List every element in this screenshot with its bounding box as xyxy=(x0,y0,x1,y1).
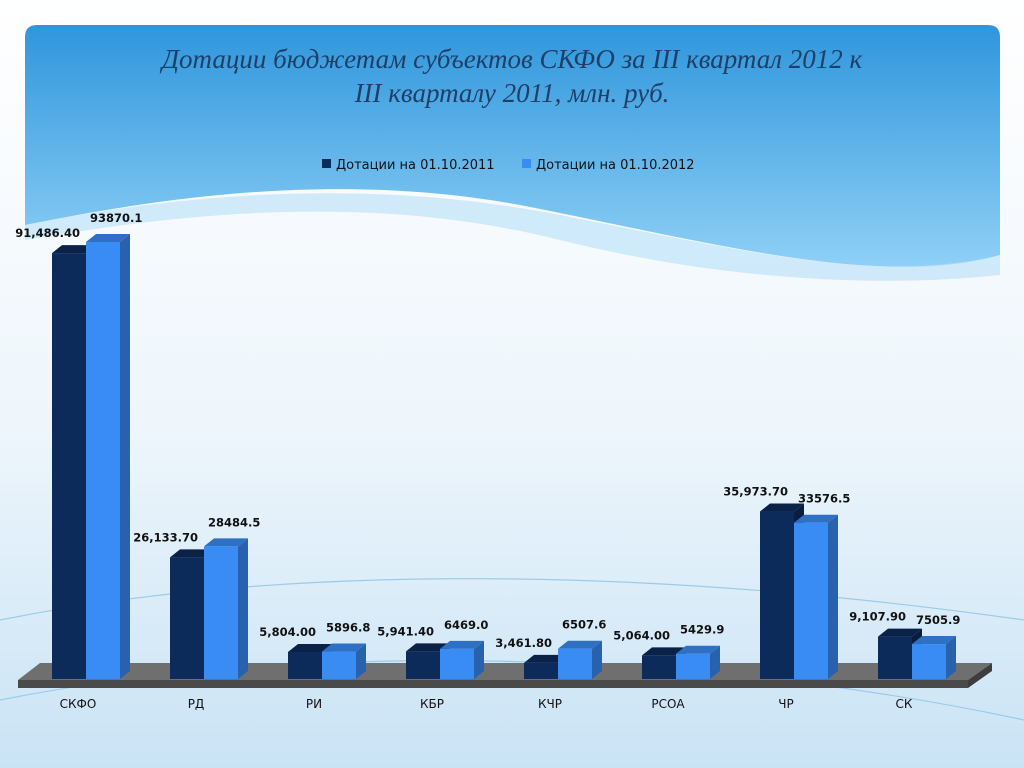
banner xyxy=(25,25,1000,267)
bar-top xyxy=(52,245,96,254)
data-label: 6469.0 xyxy=(444,618,488,632)
bar-side xyxy=(356,643,366,679)
data-label: 7505.9 xyxy=(916,613,960,627)
bar-top xyxy=(170,549,214,558)
data-label: 91,486.40 xyxy=(15,226,80,240)
bar xyxy=(760,511,794,679)
bar xyxy=(52,253,86,680)
legend-swatch xyxy=(322,159,331,168)
bar-top xyxy=(794,514,838,523)
bar-top xyxy=(642,647,686,656)
bar-top xyxy=(676,645,720,654)
bar-top xyxy=(878,628,922,637)
bar xyxy=(642,655,676,679)
bar xyxy=(322,651,356,679)
bar xyxy=(440,648,474,679)
data-label: 33576.5 xyxy=(798,492,850,506)
bar xyxy=(170,557,204,679)
x-tick-label: СК xyxy=(896,697,913,711)
bar xyxy=(676,653,710,679)
bar-top xyxy=(204,538,248,547)
data-label: 5429.9 xyxy=(680,623,724,637)
data-label: 6507.6 xyxy=(562,618,606,632)
bar xyxy=(524,662,558,679)
data-label: 3,461.80 xyxy=(495,636,552,650)
bar-side xyxy=(946,636,956,679)
legend-swatch xyxy=(522,159,531,168)
legend-label: Дотации на 01.10.2012 xyxy=(536,158,695,173)
data-label: 35,973.70 xyxy=(723,485,788,499)
bar xyxy=(878,636,912,679)
data-label: 9,107.90 xyxy=(849,610,906,624)
floor-side xyxy=(968,663,992,688)
x-tick-label: КЧР xyxy=(538,697,562,711)
x-tick-label: РИ xyxy=(306,697,322,711)
bar-side xyxy=(710,645,720,679)
bar xyxy=(204,546,238,679)
bar xyxy=(406,651,440,679)
floor-top xyxy=(18,663,992,680)
legend-label: Дотации на 01.10.2011 xyxy=(336,158,495,173)
bar xyxy=(794,522,828,679)
data-label: 93870.1 xyxy=(90,211,142,225)
data-label: 5,941.40 xyxy=(377,624,434,638)
bar xyxy=(912,644,946,679)
bar-top xyxy=(558,640,602,649)
bar-top xyxy=(912,636,956,645)
bar xyxy=(86,242,120,679)
x-tick-label: КБР xyxy=(420,697,444,711)
bar xyxy=(288,651,322,679)
chart-title: Дотации бюджетам субъектов СКФО за III к… xyxy=(161,44,863,108)
plot: Дотации на 01.10.2011 Дотации на 01.10.20… xyxy=(15,158,960,711)
bar-top xyxy=(322,643,366,652)
bar-top xyxy=(86,234,130,242)
bar-top xyxy=(288,643,332,652)
bar-top xyxy=(406,643,450,652)
data-label: 5896.8 xyxy=(326,621,370,635)
bar xyxy=(558,648,592,679)
x-tick-label: ЧР xyxy=(778,697,793,711)
data-label: 5,804.00 xyxy=(259,625,316,639)
bar-side xyxy=(828,514,838,679)
bar-top xyxy=(760,503,804,512)
floor-front xyxy=(18,680,968,688)
bar-side xyxy=(592,640,602,679)
x-tick-label: СКФО xyxy=(60,697,97,711)
bar-side xyxy=(474,640,484,679)
x-tick-label: РД xyxy=(188,697,205,711)
data-label: 26,133.70 xyxy=(133,530,198,544)
x-tick-label: РСОА xyxy=(651,697,685,711)
bar-top xyxy=(440,640,484,649)
bar-side xyxy=(120,234,130,679)
data-label: 28484.5 xyxy=(208,515,260,529)
banner-wave xyxy=(25,193,1000,281)
bar-top xyxy=(524,654,568,663)
data-label: 5,064.00 xyxy=(613,628,670,642)
bar-side xyxy=(238,538,248,679)
